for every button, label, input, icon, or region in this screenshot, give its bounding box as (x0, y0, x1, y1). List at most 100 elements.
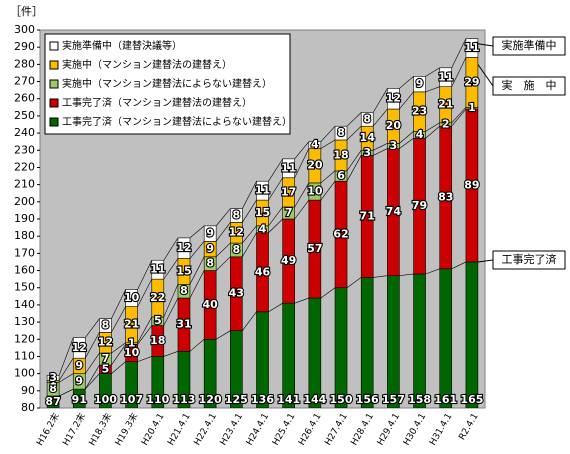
value-label: 9 (416, 77, 424, 90)
bar-segment (387, 88, 400, 110)
x-tick-label: H31.4.1 (428, 412, 454, 448)
value-label: 165 (460, 393, 483, 406)
value-label: 3 (49, 371, 57, 384)
bars (46, 38, 479, 408)
bar-segment (334, 287, 348, 408)
value-label: 5 (102, 362, 110, 375)
value-label: 9 (206, 242, 214, 255)
value-label: 120 (199, 393, 222, 406)
annotation-box (492, 250, 566, 270)
connector (294, 182, 310, 208)
connector (189, 270, 205, 299)
y-tick-label: 290 (14, 40, 35, 53)
value-label: 8 (337, 126, 345, 139)
bar-segment (413, 273, 426, 408)
connector (58, 373, 74, 383)
y-tick-label: 160 (14, 264, 35, 277)
connector (111, 306, 126, 333)
bar-segment (256, 180, 269, 201)
annotation-box (492, 36, 566, 56)
legend-swatch (49, 117, 59, 127)
x-tick-label: H23.4.1 (219, 412, 245, 448)
bar-segment (334, 125, 348, 141)
y-tick-label: 180 (14, 229, 35, 242)
value-label: 87 (45, 395, 60, 408)
value-label: 161 (434, 393, 457, 406)
connector (346, 150, 362, 172)
connector (111, 289, 126, 319)
annotation-line (477, 64, 494, 87)
y-tick-label: 250 (14, 109, 35, 122)
connector (242, 199, 257, 223)
value-label: 9 (206, 227, 214, 240)
connector (189, 241, 205, 259)
value-label: 4 (311, 138, 319, 151)
x-tick-label: H24.4.1 (245, 412, 271, 448)
connector (85, 332, 100, 359)
connector (320, 181, 336, 201)
x-tick-label: H17.2末 (60, 411, 88, 448)
x-tick-label: R2.4.1 (457, 412, 480, 442)
y-tick-label: 170 (14, 246, 35, 259)
bar-segment (72, 337, 86, 359)
x-tick-label: H18.3末 (86, 411, 114, 448)
value-label: 11 (255, 184, 270, 197)
value-label: 91 (72, 393, 87, 406)
connector (163, 351, 179, 357)
y-tick-label: 210 (14, 178, 35, 191)
connector (451, 57, 467, 87)
legend-swatch (49, 98, 59, 108)
annotation: 工事完了済 (502, 252, 557, 266)
y-tick-label: 120 (14, 332, 35, 345)
y-tick-label: 280 (14, 57, 35, 70)
connector (346, 155, 362, 182)
value-label: 11 (281, 161, 296, 174)
value-label: 12 (386, 92, 401, 105)
annotation-line (477, 259, 494, 263)
value-label: 20 (386, 119, 402, 132)
value-label: 62 (333, 227, 348, 240)
connector (294, 141, 310, 160)
connector (163, 284, 179, 318)
connector (346, 277, 362, 288)
connector (85, 364, 100, 390)
y-tick-label: 80 (21, 401, 35, 414)
value-label: 6 (337, 169, 345, 182)
value-label: 43 (229, 287, 244, 300)
connector (451, 108, 467, 127)
bar-segment (387, 275, 400, 408)
annotation-line (477, 43, 494, 47)
connector (163, 237, 179, 261)
y-tick-label: 150 (14, 281, 35, 294)
connector (215, 256, 231, 271)
bar-segment (203, 225, 217, 242)
value-label: 20 (307, 159, 323, 172)
connector (111, 361, 126, 374)
value-label: 18 (333, 148, 348, 161)
bar-segment (360, 277, 374, 408)
value-label: 89 (464, 178, 479, 191)
bar-segment (99, 318, 112, 333)
connector (268, 177, 283, 201)
value-label: 1 (468, 101, 476, 114)
value-label: 2 (442, 118, 450, 131)
value-label: 8 (180, 284, 188, 297)
connector (85, 318, 100, 338)
x-tick-label: H25.4.1 (271, 412, 297, 448)
legend-label: 実施準備中（建替決議等） (62, 39, 182, 52)
bar-segment (282, 158, 295, 179)
connector (242, 225, 257, 244)
bar-segment (308, 141, 322, 149)
x-tick-label: H28.4.1 (350, 412, 376, 448)
connector (58, 388, 74, 397)
connector (294, 199, 310, 220)
value-label: 158 (408, 393, 431, 406)
connector (85, 352, 100, 374)
value-label: 10 (124, 346, 140, 359)
legend-label: 実施中（マンション建替法によらない建替え） (62, 77, 272, 90)
connector (399, 131, 414, 144)
bar-segment (465, 261, 479, 408)
connector (425, 268, 440, 275)
value-label: 9 (75, 374, 83, 387)
